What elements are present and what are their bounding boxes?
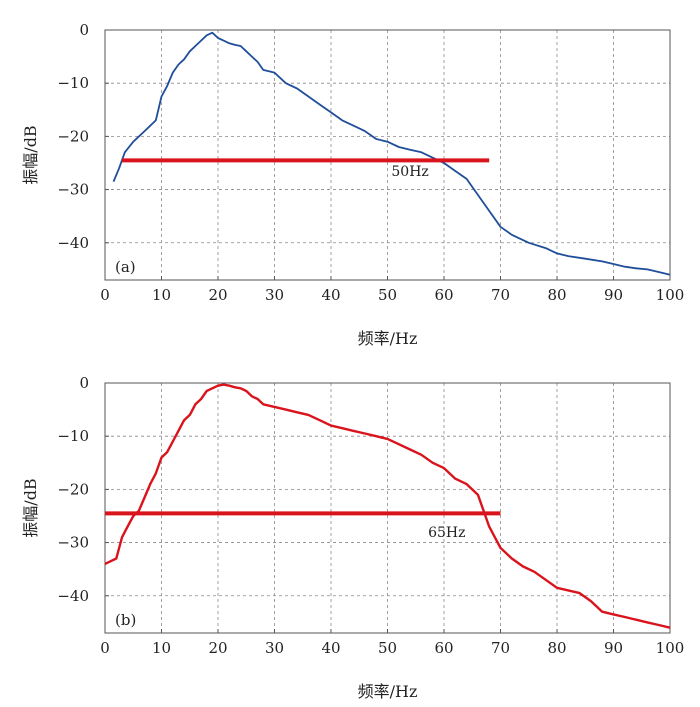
y-tick-label: −10: [57, 74, 89, 92]
chart-panel-b: 0 10 20 30 40 50 60 70 80 90 100 0 −10 −20 −30 −40 频率/Hz…: [21, 374, 684, 701]
panel-label: (b): [115, 611, 136, 629]
x-tick-label: 30: [265, 639, 284, 657]
y-tick-label: −40: [57, 587, 89, 605]
x-tick-label: 30: [265, 286, 284, 304]
panel-label: (a): [115, 258, 136, 276]
cutoff-frequency-annotation: 50Hz: [391, 164, 428, 180]
x-tick-label: 0: [100, 639, 110, 657]
x-tick-label: 10: [152, 639, 171, 657]
x-tick-label: 0: [100, 286, 110, 304]
y-tick-label: −10: [57, 427, 89, 445]
x-tick-label: 90: [604, 639, 623, 657]
x-tick-label: 50: [378, 639, 397, 657]
y-axis-title: 振幅/dB: [21, 125, 40, 184]
x-tick-label: 40: [321, 639, 340, 657]
y-tick-label: 0: [79, 21, 89, 39]
x-tick-label: 100: [656, 639, 685, 657]
x-tick-label: 20: [208, 639, 227, 657]
x-tick-label: 80: [547, 639, 566, 657]
x-tick-label: 20: [208, 286, 227, 304]
spectrum-series-line: [112, 31, 671, 276]
chart-panel-a: 0 10 20 30 40 50 60 70 80 90 100 0 −10 −20 −30 −40 频率/Hz…: [21, 21, 684, 348]
y-tick-label: −30: [57, 534, 89, 552]
x-tick-label: 60: [434, 286, 453, 304]
x-axis-title: 频率/Hz: [358, 329, 418, 348]
y-tick-label: −40: [57, 234, 89, 252]
x-tick-label: 100: [656, 286, 685, 304]
y-tick-label: −20: [57, 480, 89, 498]
y-tick-label: 0: [79, 374, 89, 392]
y-tick-label: −30: [57, 181, 89, 199]
x-tick-label: 90: [604, 286, 623, 304]
cutoff-frequency-annotation: 65Hz: [428, 525, 465, 541]
spectrum-series-line: [104, 383, 671, 629]
y-tick-label: −20: [57, 127, 89, 145]
x-tick-label: 60: [434, 639, 453, 657]
x-tick-label: 50: [378, 286, 397, 304]
x-tick-label: 70: [491, 286, 510, 304]
x-axis-title: 频率/Hz: [358, 682, 418, 701]
x-tick-label: 40: [321, 286, 340, 304]
x-tick-label: 10: [152, 286, 171, 304]
y-axis-title: 振幅/dB: [21, 478, 40, 537]
x-tick-label: 70: [491, 639, 510, 657]
x-tick-label: 80: [547, 286, 566, 304]
